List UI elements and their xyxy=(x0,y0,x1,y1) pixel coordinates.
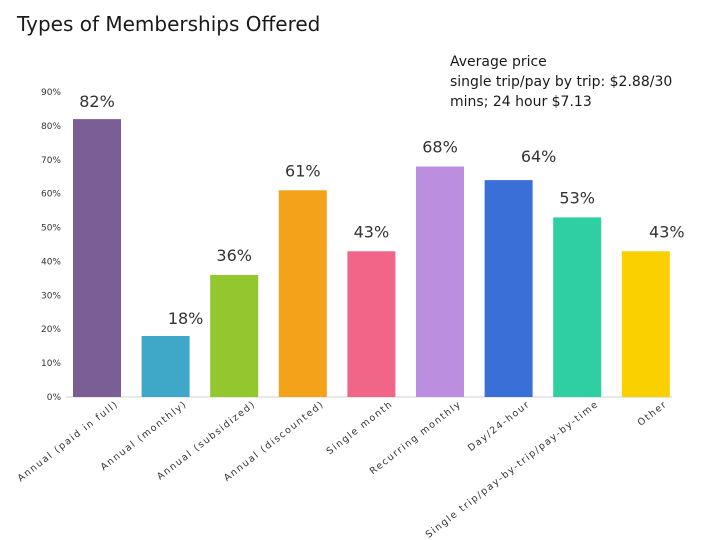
y-tick-label: 10% xyxy=(41,359,61,369)
price-annotation: Average price single trip/pay by trip: $… xyxy=(450,52,712,112)
data-label: 18% xyxy=(168,309,204,328)
bar xyxy=(210,275,259,397)
annotation-line-3: mins; 24 hour $7.13 xyxy=(450,94,592,110)
y-tick-label: 50% xyxy=(41,224,61,234)
bar xyxy=(553,217,602,397)
data-label: 43% xyxy=(649,222,685,241)
y-tick-label: 40% xyxy=(41,257,61,267)
annotation-line-2: single trip/pay by trip: $2.88/30 xyxy=(450,74,673,90)
data-labels: 82% 18% 36% 61% 43% 68% 64% 53% 43% xyxy=(79,92,684,328)
y-tick-label: 60% xyxy=(41,190,61,200)
y-tick-label: 0% xyxy=(47,393,62,403)
bar xyxy=(484,180,533,397)
chart-title: Types of Memberships Offered xyxy=(17,12,321,36)
bar xyxy=(621,251,670,397)
data-label: 43% xyxy=(354,222,390,241)
y-tick-label: 20% xyxy=(41,325,61,335)
y-tick-label: 30% xyxy=(41,291,61,301)
y-tick-label: 90% xyxy=(41,88,61,98)
bar xyxy=(416,166,464,397)
bar xyxy=(278,190,327,397)
bar xyxy=(141,336,190,397)
y-tick-label: 70% xyxy=(41,156,61,166)
category-labels: Annual (paid in full)Annual (monthly)Ann… xyxy=(16,399,670,540)
data-label: 36% xyxy=(216,246,252,265)
bars xyxy=(73,119,670,397)
category-label: Single month xyxy=(325,399,396,458)
data-label: 64% xyxy=(521,147,557,166)
category-label: Day/24-hour xyxy=(466,399,532,454)
bar xyxy=(347,251,396,397)
data-label: 82% xyxy=(79,92,115,111)
y-tick-label: 80% xyxy=(41,122,61,132)
data-label: 61% xyxy=(285,161,321,180)
data-label: 53% xyxy=(559,188,595,207)
bar xyxy=(73,119,121,397)
annotation-line-1: Average price xyxy=(450,54,547,70)
data-label: 68% xyxy=(422,138,458,157)
category-label: Other xyxy=(636,399,670,429)
